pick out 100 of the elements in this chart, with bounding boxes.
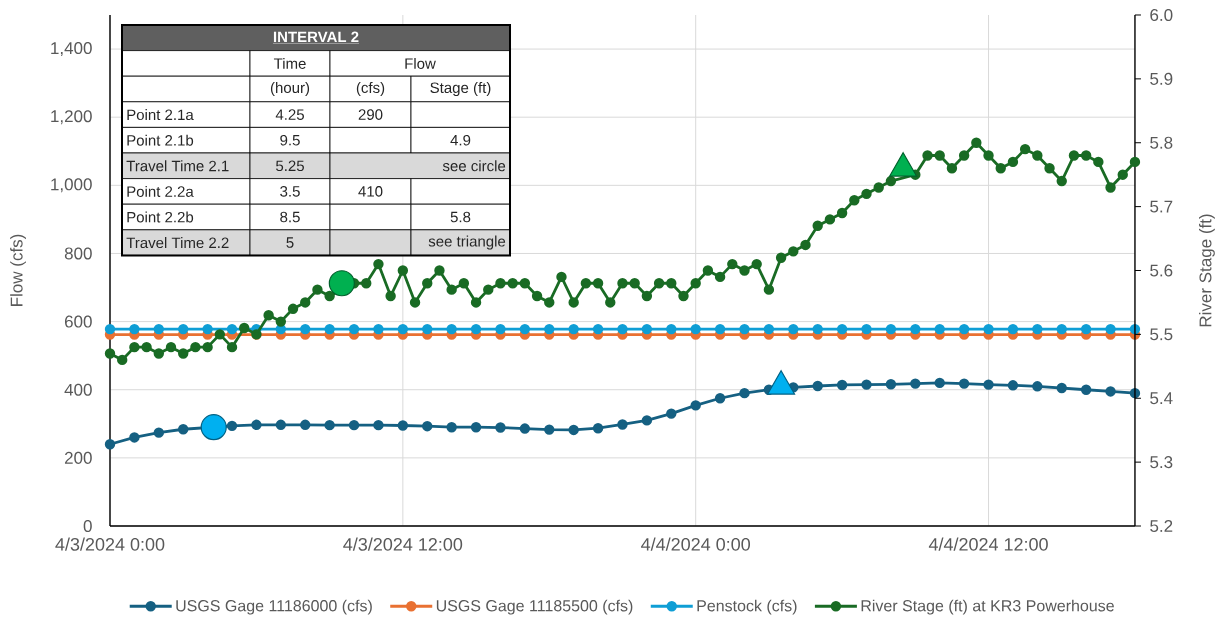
y-tick-label: 1,200 bbox=[51, 110, 92, 125]
point bbox=[861, 323, 872, 335]
y2-axis-title: River Stage (ft) bbox=[1199, 214, 1215, 327]
point bbox=[178, 323, 189, 335]
point bbox=[300, 419, 311, 431]
point bbox=[324, 323, 335, 335]
point bbox=[910, 323, 921, 335]
y-axis-title: Flow (cfs) bbox=[10, 234, 26, 306]
y2-tick-label: 5.6 bbox=[1150, 264, 1173, 277]
point bbox=[202, 323, 213, 335]
y-tick-label: 800 bbox=[64, 247, 92, 260]
y-tick-label: 0 bbox=[83, 519, 92, 533]
point bbox=[666, 323, 677, 335]
point bbox=[1056, 382, 1067, 394]
y2-tick-label: 5.4 bbox=[1150, 392, 1173, 405]
point bbox=[885, 379, 897, 390]
point bbox=[470, 422, 482, 433]
point bbox=[348, 419, 360, 431]
point bbox=[1007, 380, 1019, 391]
point bbox=[495, 422, 506, 433]
y2-tick-label: 5.9 bbox=[1150, 72, 1173, 85]
point bbox=[763, 323, 775, 335]
point bbox=[958, 378, 970, 389]
y2-tick-label: 5.3 bbox=[1150, 456, 1173, 469]
point bbox=[544, 424, 555, 435]
point bbox=[519, 423, 531, 434]
point bbox=[739, 387, 750, 399]
point bbox=[812, 323, 823, 335]
point bbox=[470, 323, 482, 335]
point bbox=[836, 323, 848, 335]
point bbox=[446, 422, 457, 433]
point bbox=[885, 323, 897, 335]
point bbox=[1032, 323, 1043, 335]
point bbox=[129, 432, 140, 443]
y2-tick-label: 5.2 bbox=[1150, 519, 1173, 533]
point bbox=[812, 380, 823, 392]
point bbox=[200, 414, 227, 441]
point bbox=[348, 323, 360, 335]
point bbox=[690, 400, 701, 411]
x-tick-label: 4/4/2024 12:00 bbox=[928, 537, 1048, 551]
point bbox=[226, 420, 238, 432]
point bbox=[1007, 323, 1019, 335]
x-tick-label: 4/3/2024 12:00 bbox=[343, 537, 463, 551]
point bbox=[666, 408, 677, 419]
legend-label: USGS Gage 11185500 (cfs) bbox=[436, 599, 633, 615]
y-tick-label: 400 bbox=[64, 383, 92, 396]
point bbox=[934, 323, 945, 335]
point bbox=[495, 323, 506, 335]
point bbox=[568, 323, 579, 335]
point bbox=[422, 323, 433, 335]
point bbox=[422, 420, 433, 432]
point bbox=[934, 377, 945, 389]
legend-label: Penstock (cfs) bbox=[697, 599, 797, 615]
point bbox=[617, 323, 628, 335]
y2-tick-label: 5.7 bbox=[1150, 200, 1173, 213]
y-tick-label: 200 bbox=[64, 451, 92, 464]
y2-tick-label: 5.5 bbox=[1150, 328, 1173, 341]
point bbox=[251, 419, 262, 431]
x-tick-label: 4/4/2024 0:00 bbox=[641, 537, 751, 551]
point bbox=[592, 423, 604, 434]
point bbox=[446, 323, 457, 335]
point bbox=[373, 419, 384, 431]
point bbox=[983, 323, 994, 335]
point bbox=[788, 323, 799, 335]
point bbox=[836, 379, 848, 391]
point bbox=[519, 323, 531, 335]
legend-label: USGS Gage 11186000 (cfs) bbox=[176, 599, 372, 615]
point bbox=[300, 323, 311, 335]
point bbox=[910, 378, 921, 389]
x-tick-label: 4/3/2024 0:00 bbox=[55, 537, 165, 551]
point bbox=[1105, 386, 1116, 397]
point bbox=[153, 323, 165, 335]
point bbox=[861, 379, 872, 390]
point bbox=[397, 323, 409, 335]
point bbox=[373, 323, 384, 335]
y2-tick-label: 5.8 bbox=[1150, 136, 1173, 149]
point bbox=[153, 427, 165, 438]
point bbox=[397, 420, 409, 431]
point bbox=[568, 424, 579, 436]
point bbox=[714, 323, 726, 335]
y-tick-label: 600 bbox=[64, 315, 92, 328]
point bbox=[104, 439, 116, 450]
point bbox=[1056, 323, 1067, 335]
point bbox=[641, 415, 653, 426]
point bbox=[714, 393, 726, 404]
point bbox=[1032, 381, 1043, 392]
point bbox=[1105, 323, 1116, 335]
point bbox=[544, 323, 555, 335]
point bbox=[104, 323, 116, 335]
point bbox=[617, 419, 628, 430]
point bbox=[592, 323, 604, 335]
point bbox=[1080, 384, 1092, 395]
y-tick-label: 1,400 bbox=[51, 42, 92, 57]
point bbox=[958, 323, 970, 335]
y-tick-label: 1,000 bbox=[51, 178, 92, 193]
y2-tick-label: 6.0 bbox=[1150, 8, 1173, 22]
point bbox=[690, 323, 701, 335]
point bbox=[983, 379, 994, 390]
point bbox=[226, 323, 238, 335]
point bbox=[129, 323, 140, 335]
